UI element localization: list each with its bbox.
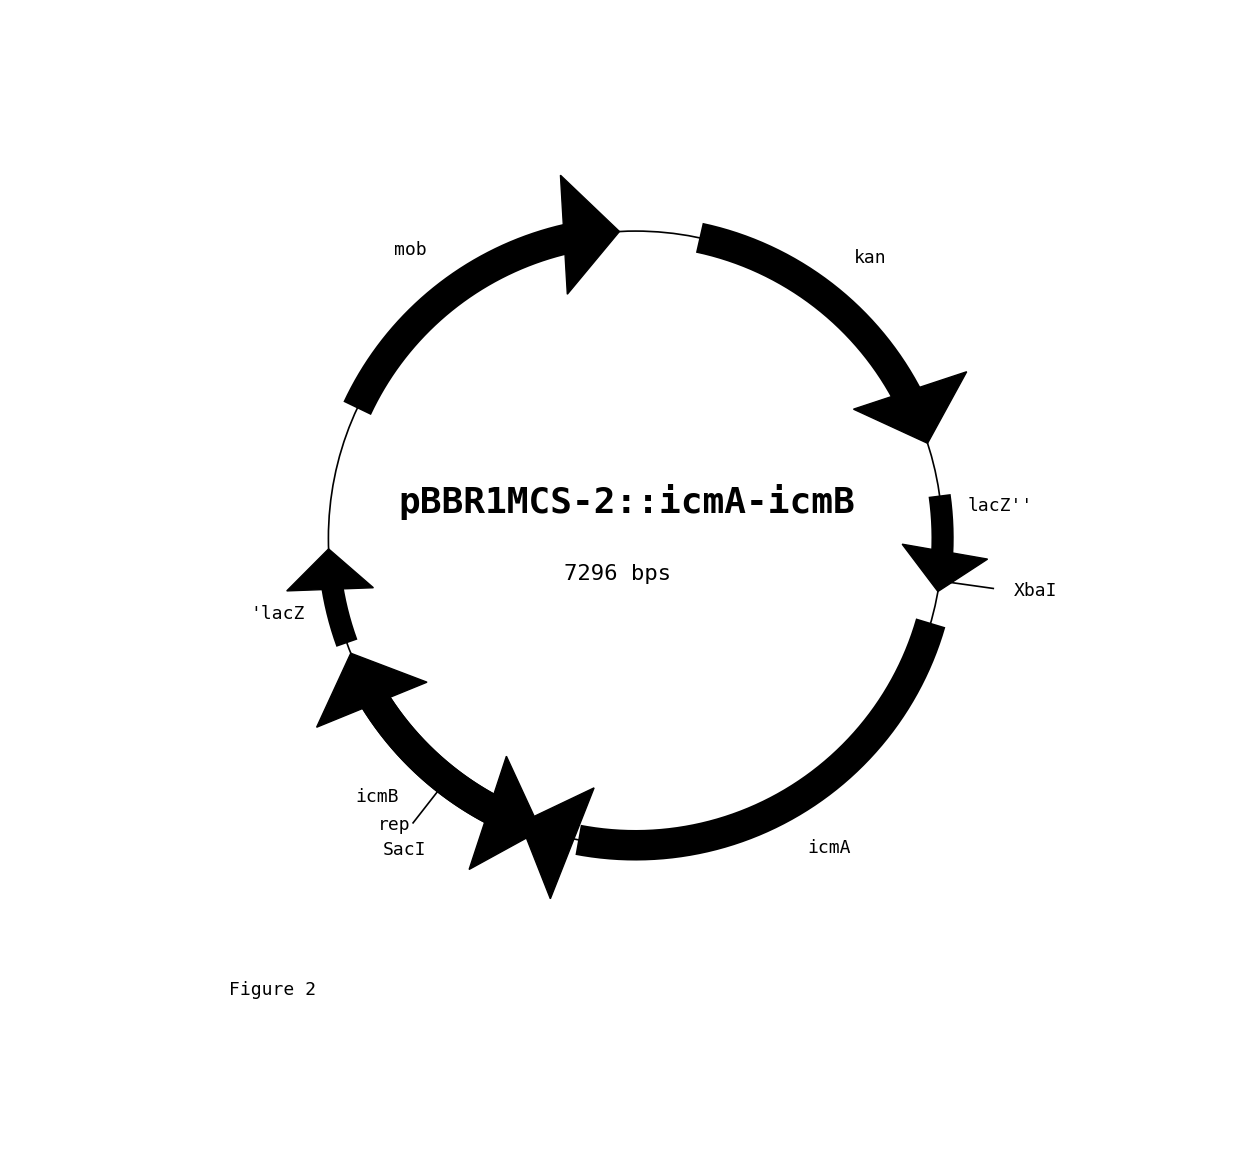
Text: 'lacZ: 'lacZ [250,605,305,623]
Polygon shape [316,653,427,727]
Polygon shape [560,175,620,294]
Text: lacZ'': lacZ'' [967,497,1033,515]
Text: Figure 2: Figure 2 [229,981,316,998]
Text: icmA: icmA [807,840,851,857]
Text: kan: kan [854,249,887,267]
Text: pBBR1MCS-2::icmA-icmB: pBBR1MCS-2::icmA-icmB [398,484,854,520]
Polygon shape [286,549,373,591]
Text: SacI: SacI [383,841,427,859]
Text: mob: mob [394,240,427,259]
Text: icmB: icmB [355,788,398,806]
Text: rep: rep [378,816,410,834]
Polygon shape [521,788,594,899]
Polygon shape [853,372,967,443]
Polygon shape [469,757,541,869]
Text: 7296 bps: 7296 bps [564,564,671,584]
Polygon shape [903,544,987,591]
Text: XbaI: XbaI [1014,582,1058,599]
